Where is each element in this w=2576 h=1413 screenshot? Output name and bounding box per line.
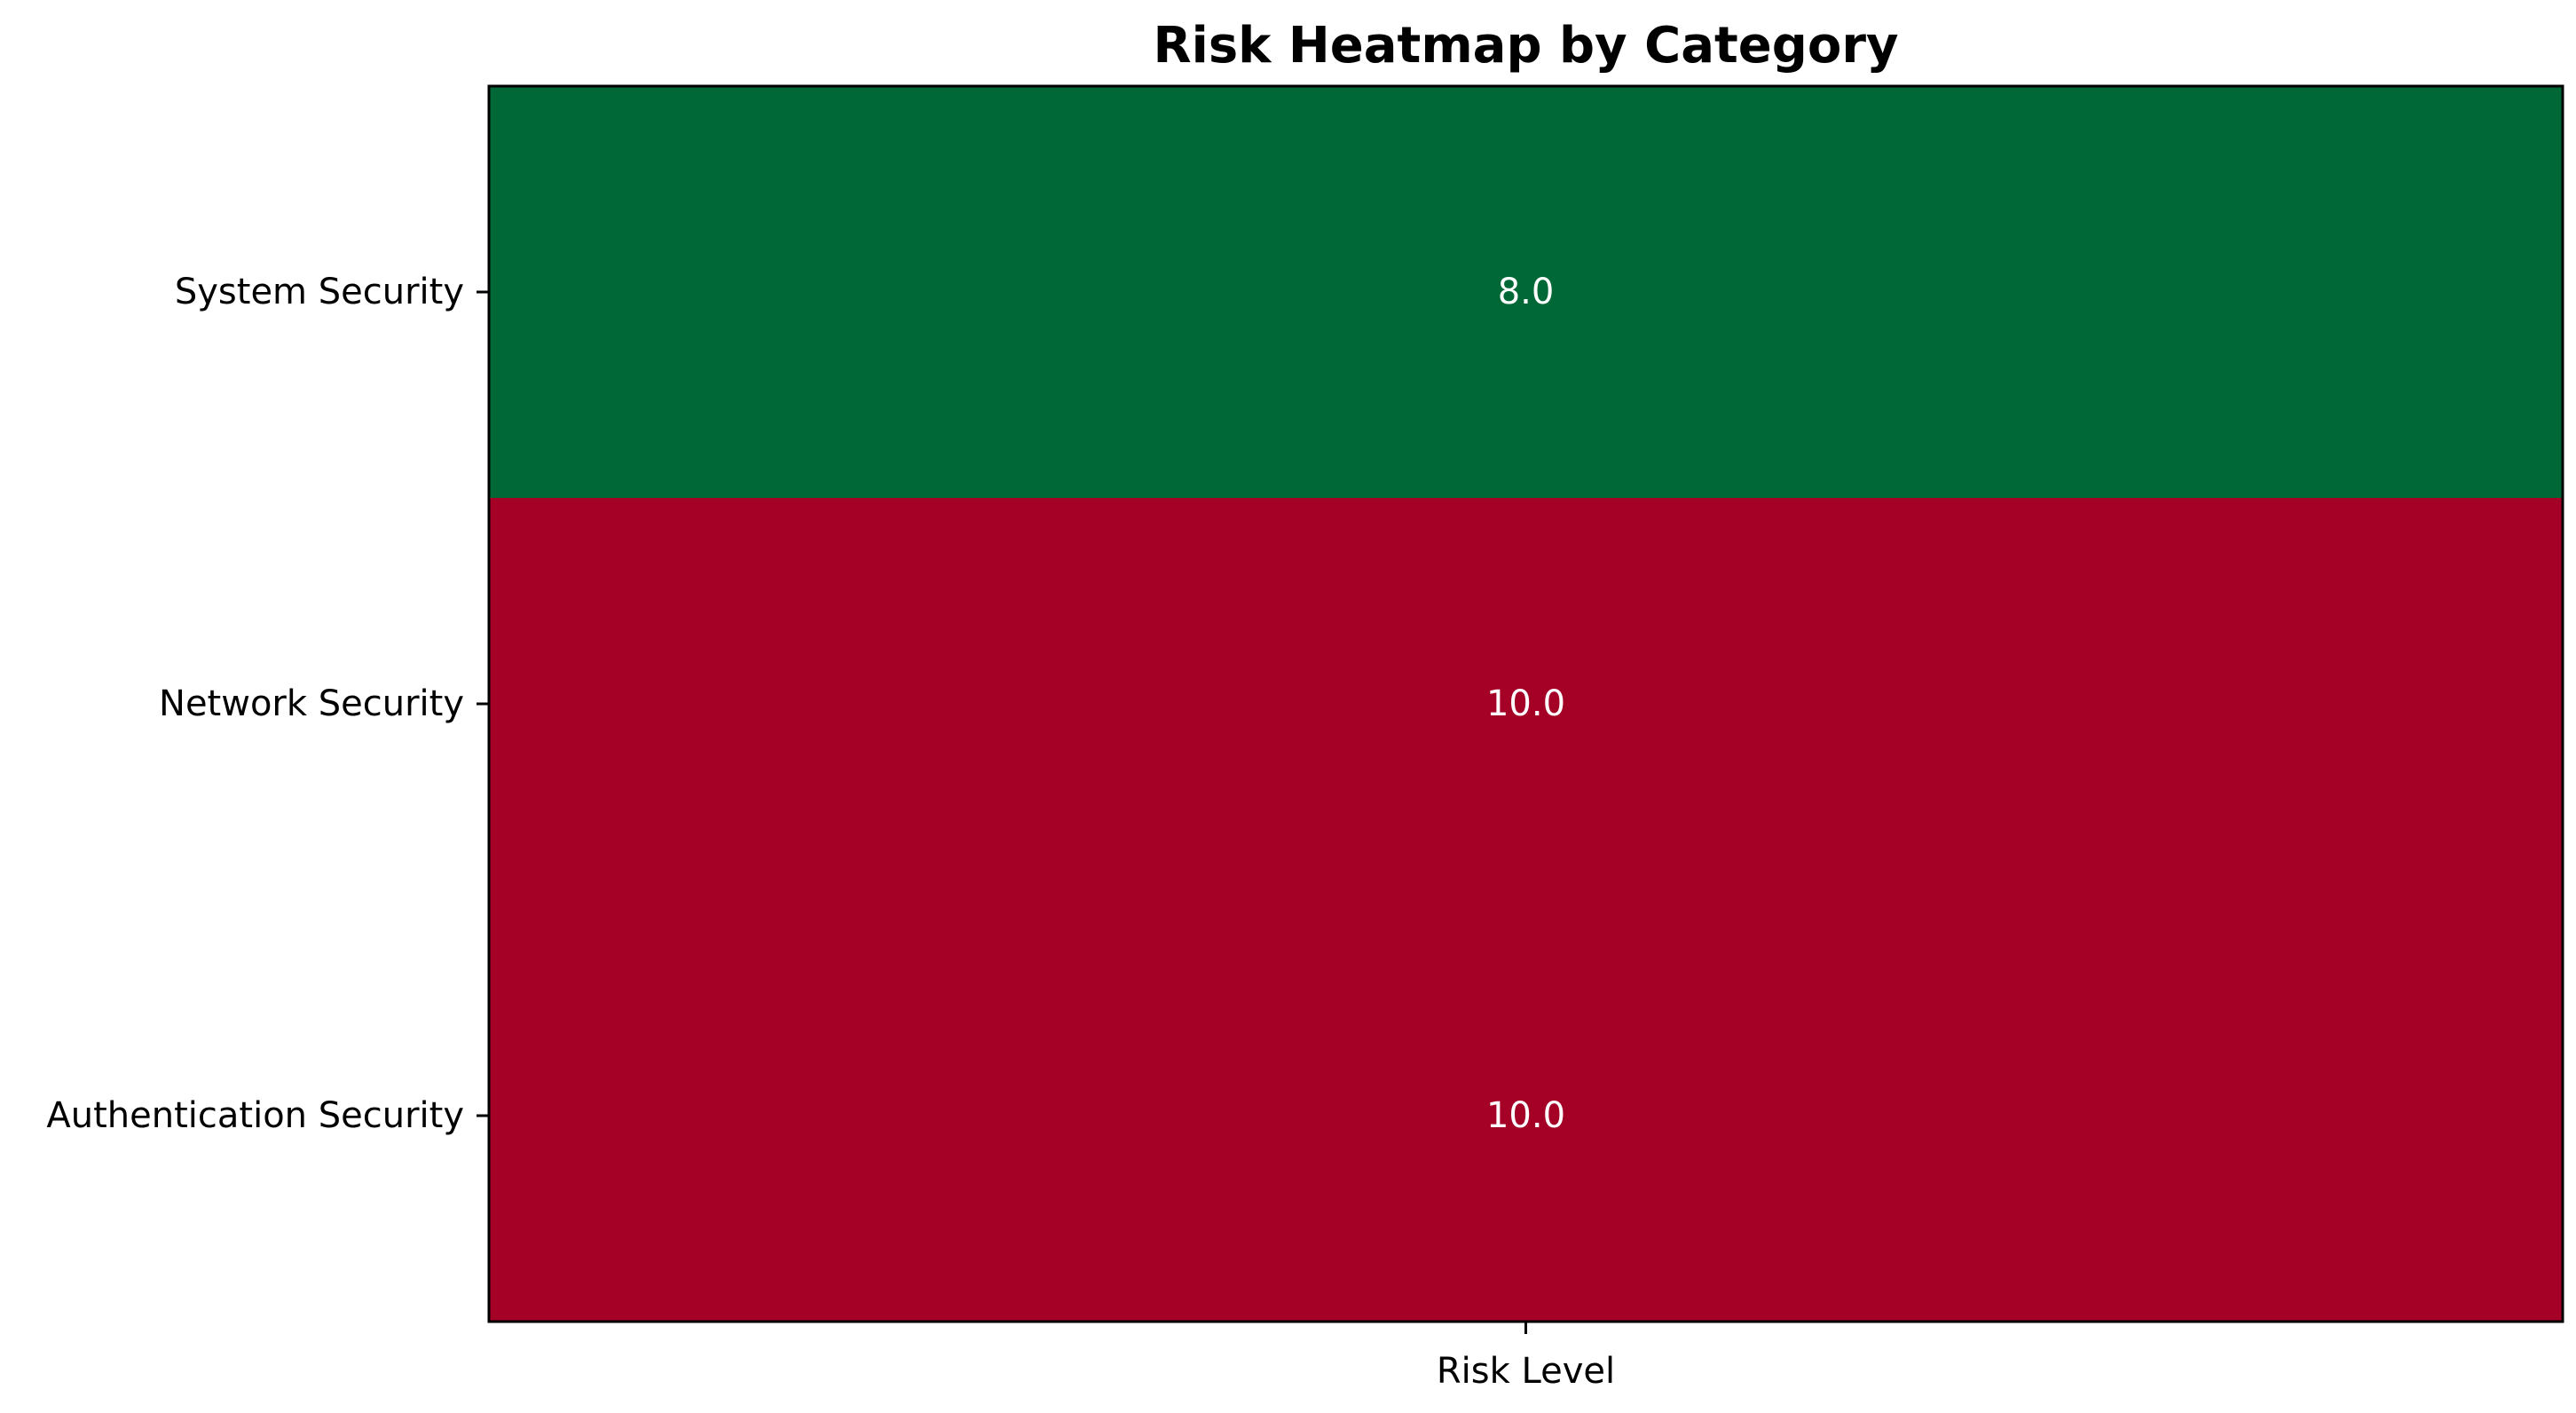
heatmap-cell-authentication-security-risk-level bbox=[489, 910, 2563, 1322]
x-axis: Risk Level bbox=[1437, 1322, 1615, 1392]
chart-title: Risk Heatmap by Category bbox=[1154, 17, 1899, 75]
y-tick-label: Authentication Security bbox=[46, 1095, 464, 1136]
heatmap-cells bbox=[489, 86, 2563, 1322]
plot-frame bbox=[487, 84, 2564, 1323]
heatmap-cell-network-security-risk-level bbox=[489, 498, 2563, 910]
cell-value-label: 8.0 bbox=[1498, 272, 1555, 312]
heatmap-cell-labels: 8.0 10.0 10.0 bbox=[1486, 272, 1565, 1136]
heatmap-cell-system-security-risk-level bbox=[489, 86, 2563, 498]
cell-value-label: 10.0 bbox=[1486, 1095, 1565, 1136]
y-tick-label: Network Security bbox=[159, 683, 464, 724]
y-tick-label: System Security bbox=[175, 272, 464, 312]
cell-value-label: 10.0 bbox=[1486, 683, 1565, 724]
y-axis: System Security Network Security Authentic… bbox=[46, 272, 489, 1136]
x-tick-label: Risk Level bbox=[1437, 1351, 1615, 1392]
